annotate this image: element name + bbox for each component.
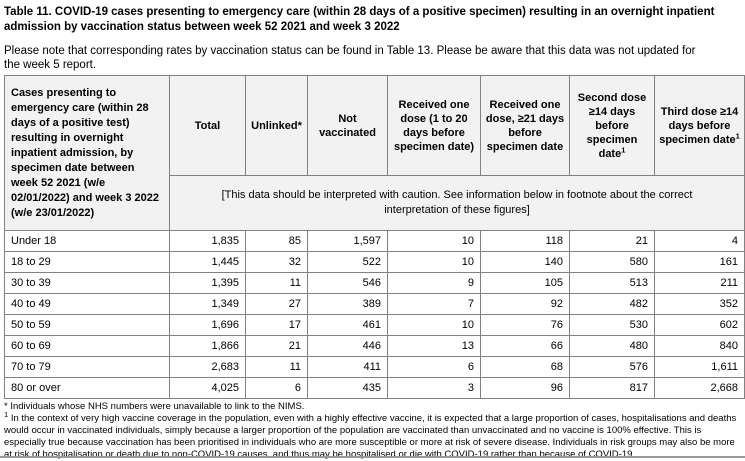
table-body: Under 18 1,835 85 1,597 10 118 21 4 18 t… <box>4 230 745 399</box>
col-header-unlinked: Unlinked* <box>245 75 308 176</box>
row-axis-header: Cases presenting to emergency care (with… <box>4 75 170 231</box>
data-cell: 411 <box>307 356 388 378</box>
table-row: 40 to 49 1,349 27 389 7 92 482 352 <box>4 293 745 315</box>
data-cell: 352 <box>654 293 745 315</box>
data-cell: 9 <box>387 272 481 294</box>
table-note: Please note that corresponding rates by … <box>4 45 696 71</box>
footnote-marker-icon: 1 <box>621 144 626 154</box>
col-header-third-dose: Third dose ≥14 days before specimen date… <box>654 75 745 176</box>
age-row-label: 50 to 59 <box>4 314 170 336</box>
age-row-label: 40 to 49 <box>4 293 170 315</box>
data-cell: 482 <box>569 293 655 315</box>
table-row: 80 or over 4,025 6 435 3 96 817 2,668 <box>4 377 745 399</box>
table-title: Table 11. COVID-19 cases presenting to e… <box>4 6 715 33</box>
data-cell: 817 <box>569 377 655 399</box>
data-cell: 105 <box>480 272 570 294</box>
data-cell: 2,683 <box>169 356 246 378</box>
data-cell: 118 <box>480 230 570 252</box>
data-cell: 546 <box>307 272 388 294</box>
data-cell: 1,597 <box>307 230 388 252</box>
table-row: 18 to 29 1,445 32 522 10 140 580 161 <box>4 251 745 273</box>
age-row-label: 18 to 29 <box>4 251 170 273</box>
data-cell: 461 <box>307 314 388 336</box>
data-cell: 21 <box>245 335 308 357</box>
col-header-one-dose-1-20-days: Received one dose (1 to 20 days before s… <box>387 75 481 176</box>
data-cell: 2,668 <box>654 377 745 399</box>
col-header-total: Total <box>169 75 246 176</box>
data-cell: 85 <box>245 230 308 252</box>
col-header-second-dose-label: Second dose ≥14 days before specimen dat… <box>577 91 647 160</box>
table-row: 70 to 79 2,683 11 411 6 68 576 1,611 <box>4 356 745 378</box>
data-cell: 92 <box>480 293 570 315</box>
data-cell: 1,349 <box>169 293 246 315</box>
col-header-third-dose-label: Third dose ≥14 days before specimen date <box>659 105 739 146</box>
data-cell: 1,445 <box>169 251 246 273</box>
age-row-label: 70 to 79 <box>4 356 170 378</box>
footnotes: * Individuals whose NHS numbers were una… <box>4 401 744 461</box>
bottom-divider <box>0 456 745 458</box>
data-cell: 96 <box>480 377 570 399</box>
data-cell: 13 <box>387 335 481 357</box>
data-cell: 4 <box>654 230 745 252</box>
table-row: 60 to 69 1,866 21 446 13 66 480 840 <box>4 335 745 357</box>
data-cell: 10 <box>387 314 481 336</box>
data-cell: 32 <box>245 251 308 273</box>
data-cell: 480 <box>569 335 655 357</box>
data-cell: 580 <box>569 251 655 273</box>
data-cell: 66 <box>480 335 570 357</box>
data-cell: 1,611 <box>654 356 745 378</box>
age-row-label: 60 to 69 <box>4 335 170 357</box>
age-row-label: 30 to 39 <box>4 272 170 294</box>
data-cell: 211 <box>654 272 745 294</box>
data-cell: 530 <box>569 314 655 336</box>
data-cell: 576 <box>569 356 655 378</box>
data-cell: 27 <box>245 293 308 315</box>
data-cell: 68 <box>480 356 570 378</box>
header-row: Cases presenting to emergency care (with… <box>4 75 745 231</box>
footnote-unlinked: * Individuals whose NHS numbers were una… <box>4 401 305 412</box>
data-cell: 1,835 <box>169 230 246 252</box>
data-cell: 140 <box>480 251 570 273</box>
data-cell: 446 <box>307 335 388 357</box>
data-cell: 10 <box>387 251 481 273</box>
data-cell: 389 <box>307 293 388 315</box>
footnote-interpretation: 1 In the context of very high vaccine co… <box>4 409 744 461</box>
data-cell: 435 <box>307 377 388 399</box>
data-cell: 513 <box>569 272 655 294</box>
data-cell: 7 <box>387 293 481 315</box>
caution-row: [This data should be interpreted with ca… <box>5 175 745 231</box>
data-cell: 1,395 <box>169 272 246 294</box>
data-cell: 6 <box>245 377 308 399</box>
col-header-not-vaccinated: Not vaccinated <box>307 75 388 176</box>
data-cell: 11 <box>245 272 308 294</box>
data-cell: 6 <box>387 356 481 378</box>
data-cell: 3 <box>387 377 481 399</box>
data-cell: 522 <box>307 251 388 273</box>
data-cell: 10 <box>387 230 481 252</box>
footnote-marker-icon: 1 <box>4 409 9 419</box>
footnote-interpretation-text: In the context of very high vaccine cove… <box>4 413 737 460</box>
table-row: Under 18 1,835 85 1,597 10 118 21 4 <box>4 230 745 252</box>
data-cell: 21 <box>569 230 655 252</box>
covid-cases-table: Cases presenting to emergency care (with… <box>4 75 745 399</box>
data-cell: 1,696 <box>169 314 246 336</box>
col-header-second-dose: Second dose ≥14 days before specimen dat… <box>569 75 655 176</box>
table-row: 30 to 39 1,395 11 546 9 105 513 211 <box>4 272 745 294</box>
data-cell: 1,866 <box>169 335 246 357</box>
data-cell: 17 <box>245 314 308 336</box>
data-cell: 11 <box>245 356 308 378</box>
data-cell: 840 <box>654 335 745 357</box>
caution-note: [This data should be interpreted with ca… <box>169 175 745 231</box>
data-cell: 4,025 <box>169 377 246 399</box>
data-cell: 161 <box>654 251 745 273</box>
age-row-label: 80 or over <box>4 377 170 399</box>
table-row: 50 to 59 1,696 17 461 10 76 530 602 <box>4 314 745 336</box>
data-cell: 76 <box>480 314 570 336</box>
footnote-marker-icon: 1 <box>735 130 740 140</box>
col-header-one-dose-21-days: Received one dose, ≥21 days before speci… <box>480 75 570 176</box>
data-cell: 602 <box>654 314 745 336</box>
age-row-label: Under 18 <box>4 230 170 252</box>
